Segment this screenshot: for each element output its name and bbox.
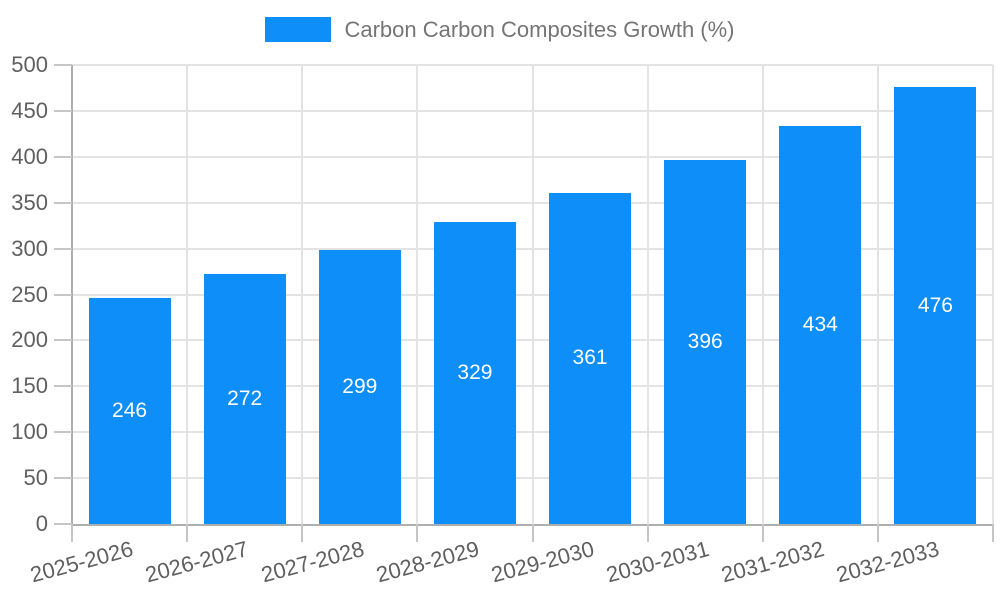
- y-tickmark: [54, 109, 72, 112]
- bar: 272: [203, 274, 286, 524]
- y-tickmark: [54, 477, 72, 480]
- x-tickmark: [761, 524, 764, 542]
- y-tickmark: [54, 64, 72, 66]
- y-tickmark: [54, 201, 72, 204]
- x-gridline: [416, 65, 419, 524]
- bar: 476: [894, 87, 977, 524]
- y-tickmark: [54, 339, 72, 342]
- bar-value-label: 246: [112, 399, 148, 423]
- y-tick-label: 450: [11, 97, 48, 123]
- y-tick-label: 50: [23, 465, 48, 491]
- x-tickmark: [416, 524, 419, 542]
- y-tick-label: 0: [35, 511, 48, 536]
- x-tick-label: 2025-2026: [27, 536, 137, 588]
- x-tick-label: 2030-2031: [603, 536, 712, 588]
- y-tick-label: 100: [11, 419, 48, 445]
- y-tick-label: 500: [11, 52, 48, 77]
- bar: 329: [433, 221, 516, 524]
- x-gridline: [301, 65, 304, 524]
- bar-value-label: 396: [687, 330, 723, 354]
- y-tick-label: 200: [11, 327, 48, 353]
- x-tick-label: 2026-2027: [143, 536, 252, 588]
- bar: 396: [664, 160, 747, 524]
- x-tickmark: [301, 524, 304, 542]
- x-gridline: [992, 65, 994, 524]
- x-tick-label: 2027-2028: [258, 536, 367, 588]
- y-tickmark: [54, 155, 72, 158]
- x-tick-label: 2028-2029: [373, 536, 482, 588]
- bar: 434: [779, 125, 862, 524]
- y-tickmark: [54, 247, 72, 250]
- y-tickmark: [54, 431, 72, 434]
- bar: 361: [549, 192, 632, 524]
- x-tickmark: [992, 524, 994, 542]
- y-tick-label: 150: [11, 373, 48, 399]
- x-gridline: [646, 65, 649, 524]
- x-tickmark: [646, 524, 649, 542]
- x-tickmark: [186, 524, 189, 542]
- chart-legend: Carbon Carbon Composites Growth (%): [0, 17, 1000, 42]
- y-tickmark: [54, 385, 72, 388]
- x-gridline: [531, 65, 534, 524]
- x-gridline: [761, 65, 764, 524]
- x-tick-label: 2031-2032: [718, 536, 827, 588]
- bar: 299: [318, 249, 401, 524]
- bar-value-label: 299: [342, 374, 378, 398]
- y-axis-line: [71, 65, 73, 526]
- bar: 246: [88, 298, 171, 524]
- legend-swatch: [265, 17, 332, 42]
- x-tickmark: [876, 524, 879, 542]
- x-tick-label: 2032-2033: [833, 536, 942, 588]
- x-tickmark: [71, 524, 73, 542]
- x-gridline: [876, 65, 879, 524]
- y-tick-label: 400: [11, 143, 48, 169]
- y-tickmark: [54, 523, 72, 525]
- x-gridline: [186, 65, 189, 524]
- y-tick-label: 350: [11, 189, 48, 215]
- bar-value-label: 361: [572, 346, 608, 370]
- bar-value-label: 476: [917, 293, 953, 317]
- legend-label: Carbon Carbon Composites Growth (%): [344, 17, 735, 42]
- x-tickmark: [531, 524, 534, 542]
- bar-value-label: 272: [227, 387, 263, 411]
- y-tick-label: 300: [11, 235, 48, 261]
- x-tick-label: 2029-2030: [488, 536, 597, 588]
- bar-value-label: 434: [802, 312, 838, 336]
- bar-value-label: 329: [457, 360, 493, 384]
- y-tick-label: 250: [11, 281, 48, 307]
- y-tickmark: [54, 293, 72, 296]
